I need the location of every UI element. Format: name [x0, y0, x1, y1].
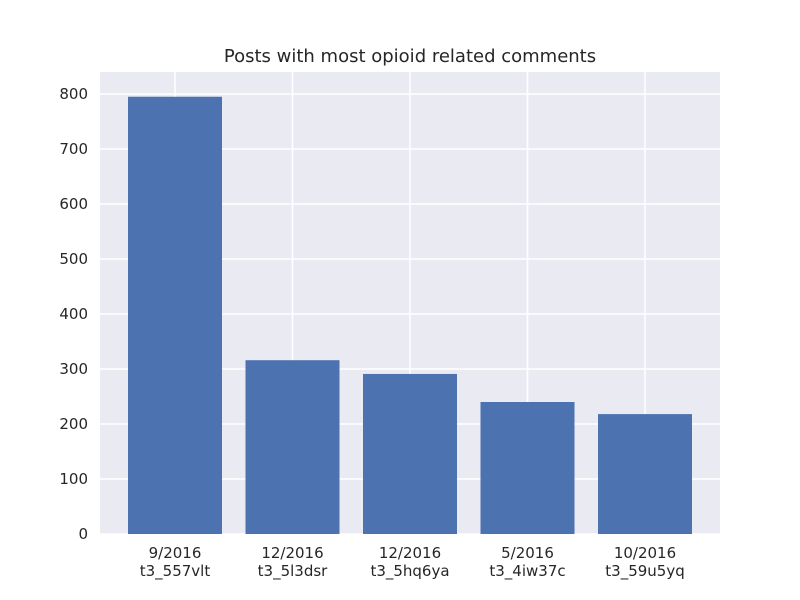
- y-tick-label: 100: [59, 470, 88, 488]
- bar: [363, 373, 457, 534]
- y-tick-label: 800: [59, 85, 88, 103]
- y-tick-label: 0: [78, 525, 88, 543]
- x-tick-label-date: 9/2016: [149, 544, 202, 562]
- x-tick-label-post-id: t3_59u5yq: [605, 562, 684, 581]
- bars: [128, 96, 692, 534]
- x-tick-label-post-id: t3_5l3dsr: [258, 562, 329, 581]
- x-tick-label-date: 12/2016: [379, 544, 441, 562]
- x-tick-label-date: 5/2016: [501, 544, 554, 562]
- x-tick-label-date: 12/2016: [261, 544, 323, 562]
- y-tick-label: 400: [59, 305, 88, 323]
- y-tick-label: 500: [59, 250, 88, 268]
- y-axis-ticks: 0 100 200 300 400 500 600 700 800: [59, 85, 88, 543]
- y-tick-label: 300: [59, 360, 88, 378]
- y-tick-label: 600: [59, 195, 88, 213]
- bar: [128, 96, 222, 534]
- x-tick-label-post-id: t3_5hq6ya: [370, 562, 449, 581]
- x-tick-label-post-id: t3_557vlt: [140, 562, 211, 581]
- x-axis-ticks: 9/2016t3_557vlt12/2016t3_5l3dsr12/2016t3…: [140, 544, 685, 581]
- bar: [245, 360, 340, 534]
- x-tick-label-date: 10/2016: [614, 544, 676, 562]
- y-tick-label: 200: [59, 415, 88, 433]
- chart-title: Posts with most opioid related comments: [224, 46, 596, 67]
- x-tick-label-post-id: t3_4iw37c: [489, 562, 565, 581]
- bar: [598, 414, 692, 534]
- y-tick-label: 700: [59, 140, 88, 158]
- bar: [480, 402, 575, 534]
